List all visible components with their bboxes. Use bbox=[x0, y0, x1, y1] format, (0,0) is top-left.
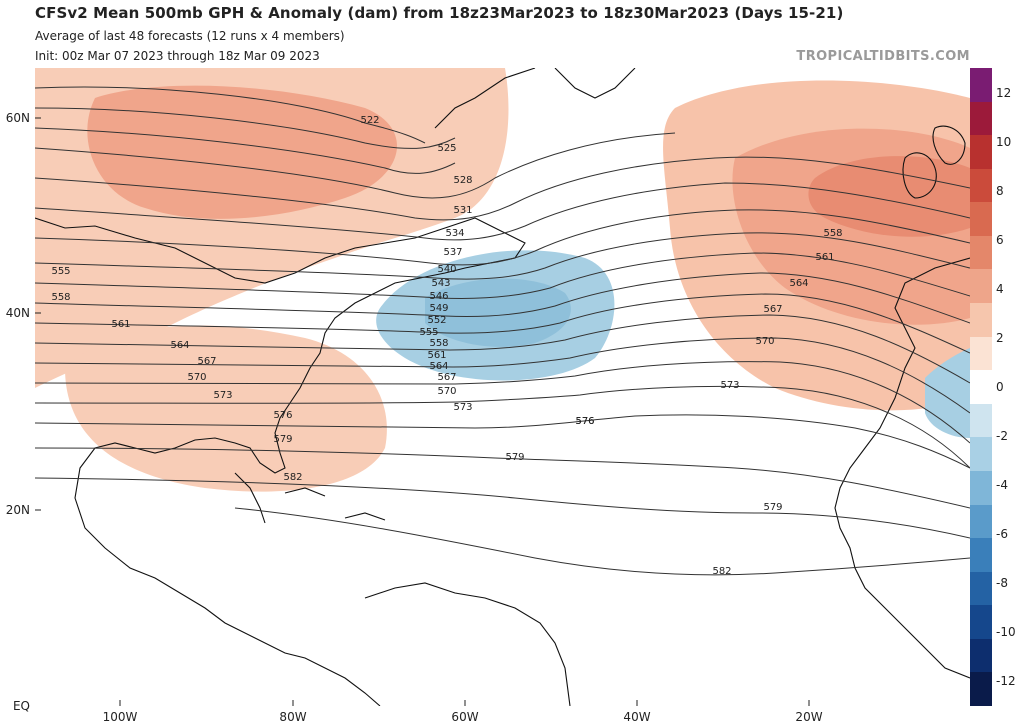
contour-label: 558 bbox=[429, 338, 448, 349]
colorbar-swatch bbox=[970, 269, 992, 304]
contour-label-group: 522 525 528 531 534 537 540 543 546 549 … bbox=[51, 115, 842, 577]
lon-label-60w: 60W bbox=[451, 710, 479, 724]
colorbar-swatch bbox=[970, 68, 992, 103]
colorbar-swatch bbox=[970, 202, 992, 237]
colorbar-tick-label: -10 bbox=[996, 625, 1016, 639]
height-contours bbox=[35, 86, 970, 576]
lat-label-60n: 60N bbox=[5, 111, 30, 125]
lat-label-eq: EQ bbox=[12, 699, 30, 713]
contour-label: 573 bbox=[720, 380, 739, 391]
contour-label: 564 bbox=[789, 278, 808, 289]
colorbar-swatch bbox=[970, 504, 992, 539]
graticule-ticks bbox=[35, 117, 810, 706]
colorbar-swatch bbox=[970, 101, 992, 136]
contour-label: 534 bbox=[445, 228, 464, 239]
contour-label: 576 bbox=[273, 410, 292, 421]
colorbar bbox=[970, 68, 992, 707]
map-subtitle-averaging: Average of last 48 forecasts (12 runs x … bbox=[35, 29, 345, 43]
lon-label-40w: 40W bbox=[623, 710, 651, 724]
contour-label: 582 bbox=[283, 472, 302, 483]
contour-label: 555 bbox=[419, 327, 438, 338]
map-title: CFSv2 Mean 500mb GPH & Anomaly (dam) fro… bbox=[35, 4, 844, 22]
colorbar-swatch bbox=[970, 538, 992, 573]
contour-label: 543 bbox=[431, 278, 450, 289]
lon-label-80w: 80W bbox=[279, 710, 307, 724]
colorbar-swatch bbox=[970, 168, 992, 203]
map-panel: 522 525 528 531 534 537 540 543 546 549 … bbox=[35, 68, 970, 706]
colorbar-swatch bbox=[970, 571, 992, 606]
coastlines bbox=[35, 68, 970, 706]
colorbar-swatch bbox=[970, 605, 992, 640]
contour-label: 576 bbox=[575, 416, 594, 427]
colorbar-tick-label: 6 bbox=[996, 233, 1004, 247]
colorbar-tick-label: -6 bbox=[996, 527, 1008, 541]
colorbar-tick-label: 8 bbox=[996, 184, 1004, 198]
contour-label: 579 bbox=[763, 502, 782, 513]
colorbar-swatch bbox=[970, 672, 992, 707]
contour-label: 570 bbox=[755, 336, 774, 347]
colorbar-tick-label: -4 bbox=[996, 478, 1008, 492]
contour-label: 561 bbox=[427, 350, 446, 361]
colorbar-swatch bbox=[970, 403, 992, 438]
contour-label: 552 bbox=[427, 315, 446, 326]
colorbar-tick-label: -8 bbox=[996, 576, 1008, 590]
colorbar-tick-label: -2 bbox=[996, 429, 1008, 443]
contour-label: 567 bbox=[437, 372, 456, 383]
colorbar-swatch bbox=[970, 336, 992, 371]
colorbar-swatch bbox=[970, 370, 992, 405]
contour-label: 576 bbox=[575, 416, 594, 427]
colorbar-swatch bbox=[970, 470, 992, 506]
colorbar-tick-label: 2 bbox=[996, 331, 1004, 345]
contour-label: 528 bbox=[453, 175, 472, 186]
contour-label: 567 bbox=[763, 304, 782, 315]
contour-label: 549 bbox=[429, 303, 448, 314]
contour-label: 558 bbox=[823, 228, 842, 239]
contour-label: 570 bbox=[437, 386, 456, 397]
anomaly-shading bbox=[35, 68, 970, 492]
colorbar-tick-label: 10 bbox=[996, 135, 1012, 149]
colorbar-tick-label: 0 bbox=[996, 380, 1004, 394]
lon-label-100w: 100W bbox=[102, 710, 138, 724]
contour-label: 582 bbox=[712, 566, 731, 577]
contour-label: 564 bbox=[170, 340, 189, 351]
contour-label: 531 bbox=[453, 205, 472, 216]
contour-label: 579 bbox=[505, 452, 524, 463]
colorbar-swatch bbox=[970, 437, 992, 472]
contour-label: 573 bbox=[213, 390, 232, 401]
contour-label: 546 bbox=[429, 291, 448, 302]
colorbar-swatch bbox=[970, 303, 992, 338]
contour-label: 561 bbox=[815, 252, 834, 263]
credit-watermark: TROPICALTIDBITS.COM bbox=[796, 49, 970, 64]
contour-label: 561 bbox=[111, 319, 130, 330]
colorbar-tick-label: 12 bbox=[996, 86, 1012, 100]
map-subtitle-init: Init: 00z Mar 07 2023 through 18z Mar 09… bbox=[35, 49, 320, 63]
contour-label: 555 bbox=[51, 266, 70, 277]
contour-label: 525 bbox=[437, 143, 456, 154]
contour-label: 540 bbox=[437, 264, 456, 275]
contour-label: 564 bbox=[429, 361, 448, 372]
contour-label: 567 bbox=[197, 356, 216, 367]
lon-label-20w: 20W bbox=[795, 710, 823, 724]
contour-label: 579 bbox=[273, 434, 292, 445]
map-canvas: 522 525 528 531 534 537 540 543 546 549 … bbox=[35, 68, 970, 706]
colorbar-swatch bbox=[970, 638, 992, 673]
colorbar-swatch bbox=[970, 135, 992, 170]
colorbar-tick-label: -12 bbox=[996, 674, 1016, 688]
lat-label-40n: 40N bbox=[5, 306, 30, 320]
contour-label: 537 bbox=[443, 247, 462, 258]
colorbar-tick-label: 4 bbox=[996, 282, 1004, 296]
contour-label: 570 bbox=[187, 372, 206, 383]
contour-label: 522 bbox=[360, 115, 379, 126]
lat-label-20n: 20N bbox=[5, 503, 30, 517]
contour-label: 573 bbox=[453, 402, 472, 413]
colorbar-swatch bbox=[970, 235, 992, 270]
contour-label: 558 bbox=[51, 292, 70, 303]
